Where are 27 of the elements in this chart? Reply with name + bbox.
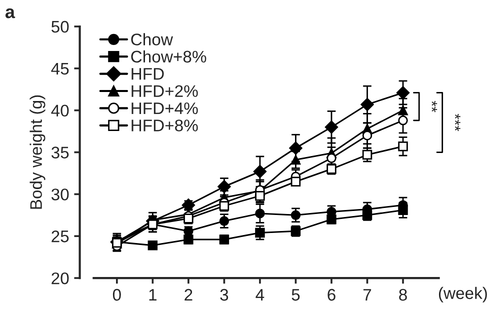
- y-tick-label: 20: [52, 272, 69, 284]
- y-tick-label: 40: [51, 104, 69, 117]
- y-tick-label: 50: [51, 20, 69, 33]
- x-tick-label: 6: [328, 288, 336, 301]
- x-tick-label: 0: [112, 288, 121, 301]
- x-tick-label: 8: [399, 288, 407, 301]
- legend-label: HFD: [132, 68, 164, 80]
- y-tick-label: 25: [52, 230, 69, 242]
- legend-label: HFD+4%: [132, 102, 198, 114]
- y-tick-label: 30: [51, 188, 69, 200]
- x-tick-label: 2: [184, 288, 192, 301]
- y-tick-label: 45: [51, 62, 69, 75]
- x-tick-label: 3: [220, 288, 228, 301]
- text: a: [5, 8, 16, 18]
- x-axis-title: (week): [438, 286, 487, 302]
- x-tick-label: 7: [363, 289, 372, 301]
- annotation: **: [432, 100, 438, 112]
- x-tick-label: 5: [292, 289, 300, 301]
- y-axis-title: Body weight (g): [30, 95, 46, 209]
- y-tick-label: 35: [51, 146, 69, 158]
- legend-label: HFD+8%: [132, 120, 198, 132]
- legend-label: Chow+8%: [131, 50, 206, 63]
- x-tick-label: 4: [256, 289, 264, 301]
- legend-label: Chow: [131, 33, 173, 46]
- text: ***: [454, 114, 460, 132]
- legend-label: HFD+2%: [132, 85, 198, 97]
- x-tick-label: 1: [149, 289, 156, 301]
